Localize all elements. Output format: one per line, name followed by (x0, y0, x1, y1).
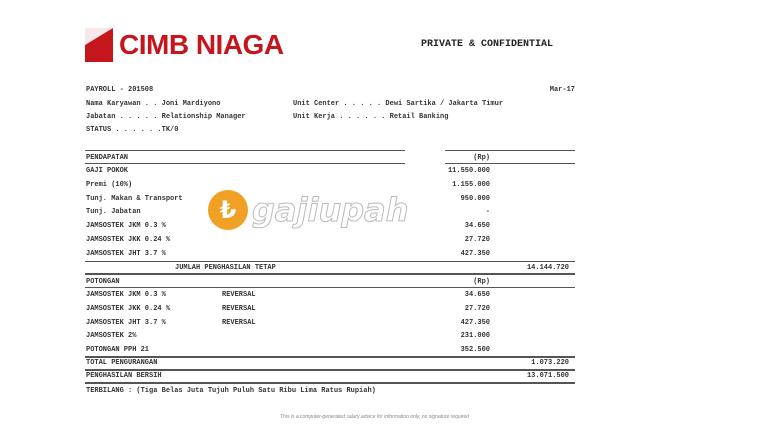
period: Mar-17 (549, 86, 575, 94)
row-label: JAMSOSTEK JKK 0.24 % (86, 304, 171, 313)
brand-name: CIMB NIAGA (119, 29, 284, 60)
employee-status: STATUS . . . . . .TK/0 (86, 126, 179, 134)
row-label: Premi (10%) (86, 180, 133, 189)
confidential-label: PRIVATE & CONFIDENTIAL (421, 39, 554, 50)
row-amount: 11.550.000 (447, 167, 490, 175)
row-label: JAMSOSTEK 2% (86, 332, 137, 341)
pendapatan-total-label: JUMLAH PENGHASILAN TETAP (175, 264, 276, 272)
watermark-coin-icon: ₺ (208, 190, 248, 230)
row-label: JAMSOSTEK JKK 0.24 % (86, 236, 171, 244)
potongan-total: 1.073.220 (531, 359, 569, 367)
row-amount: 950.000 (460, 194, 490, 203)
pendapatan-title: PENDAPATAN (86, 154, 129, 162)
row-amount: - (485, 208, 490, 217)
employee-name: Nama Karyawan . . Joni Mardiyono (86, 100, 221, 108)
row-amount: 27.720 (464, 304, 490, 313)
watermark-text: gajiupah (252, 191, 409, 230)
row-label: POTONGAN PPH 21 (86, 346, 150, 355)
row-label: JAMSOSTEK JHT 3.7 % (86, 249, 166, 258)
row-label: JAMSOSTEK JKM 0.3 % (86, 222, 166, 231)
potongan-total-label: TOTAL PENGURANGAN (86, 359, 158, 367)
row-amount: 427.350 (460, 249, 490, 258)
row-amount: 27.720 (464, 236, 490, 244)
payroll-id: PAYROLL - 201508 (86, 86, 154, 94)
row-note: REVERSAL (222, 304, 256, 313)
row-label: Tunj. Makan & Transport (86, 194, 183, 203)
net-label: PENGHASILAN BERSIH (86, 372, 162, 380)
row-label: Tunj. Jabatan (86, 208, 141, 217)
row-amount: 352.500 (460, 346, 490, 355)
terbilang: TERBILANG : (Tiga Belas Juta Tujuh Puluh… (86, 387, 376, 395)
row-amount: 1.155.000 (452, 180, 490, 189)
unit-kerja: Unit Kerja . . . . . . Retail Banking (293, 113, 449, 121)
row-amount: 34.650 (464, 291, 490, 299)
employee-position: Jabatan . . . . . Relationship Manager (86, 113, 246, 121)
cimb-niaga-logo: CIMB NIAGA (85, 28, 284, 62)
row-label: JAMSOSTEK JKM 0.3 % (86, 291, 166, 299)
unit-center: Unit Center . . . . . Dewi Sartika / Jak… (293, 100, 504, 108)
row-amount: 427.350 (460, 318, 490, 327)
row-note: REVERSAL (222, 291, 256, 299)
logo-mark-icon (85, 28, 113, 62)
row-amount: 34.650 (464, 222, 490, 231)
row-note: REVERSAL (222, 318, 256, 327)
pendapatan-currency: (Rp) (473, 154, 490, 162)
potongan-title: POTONGAN (86, 278, 120, 286)
row-amount: 231.000 (460, 332, 490, 341)
potongan-currency: (Rp) (473, 278, 490, 286)
watermark: ₺ gajiupah (208, 188, 409, 232)
row-label: GAJI POKOK (86, 167, 129, 175)
net-amount: 13.071.500 (526, 372, 569, 380)
row-label: JAMSOSTEK JHT 3.7 % (86, 318, 166, 327)
footer-note: This is a computer-generated salary advi… (280, 414, 470, 420)
pendapatan-total: 14.144.720 (526, 264, 569, 272)
